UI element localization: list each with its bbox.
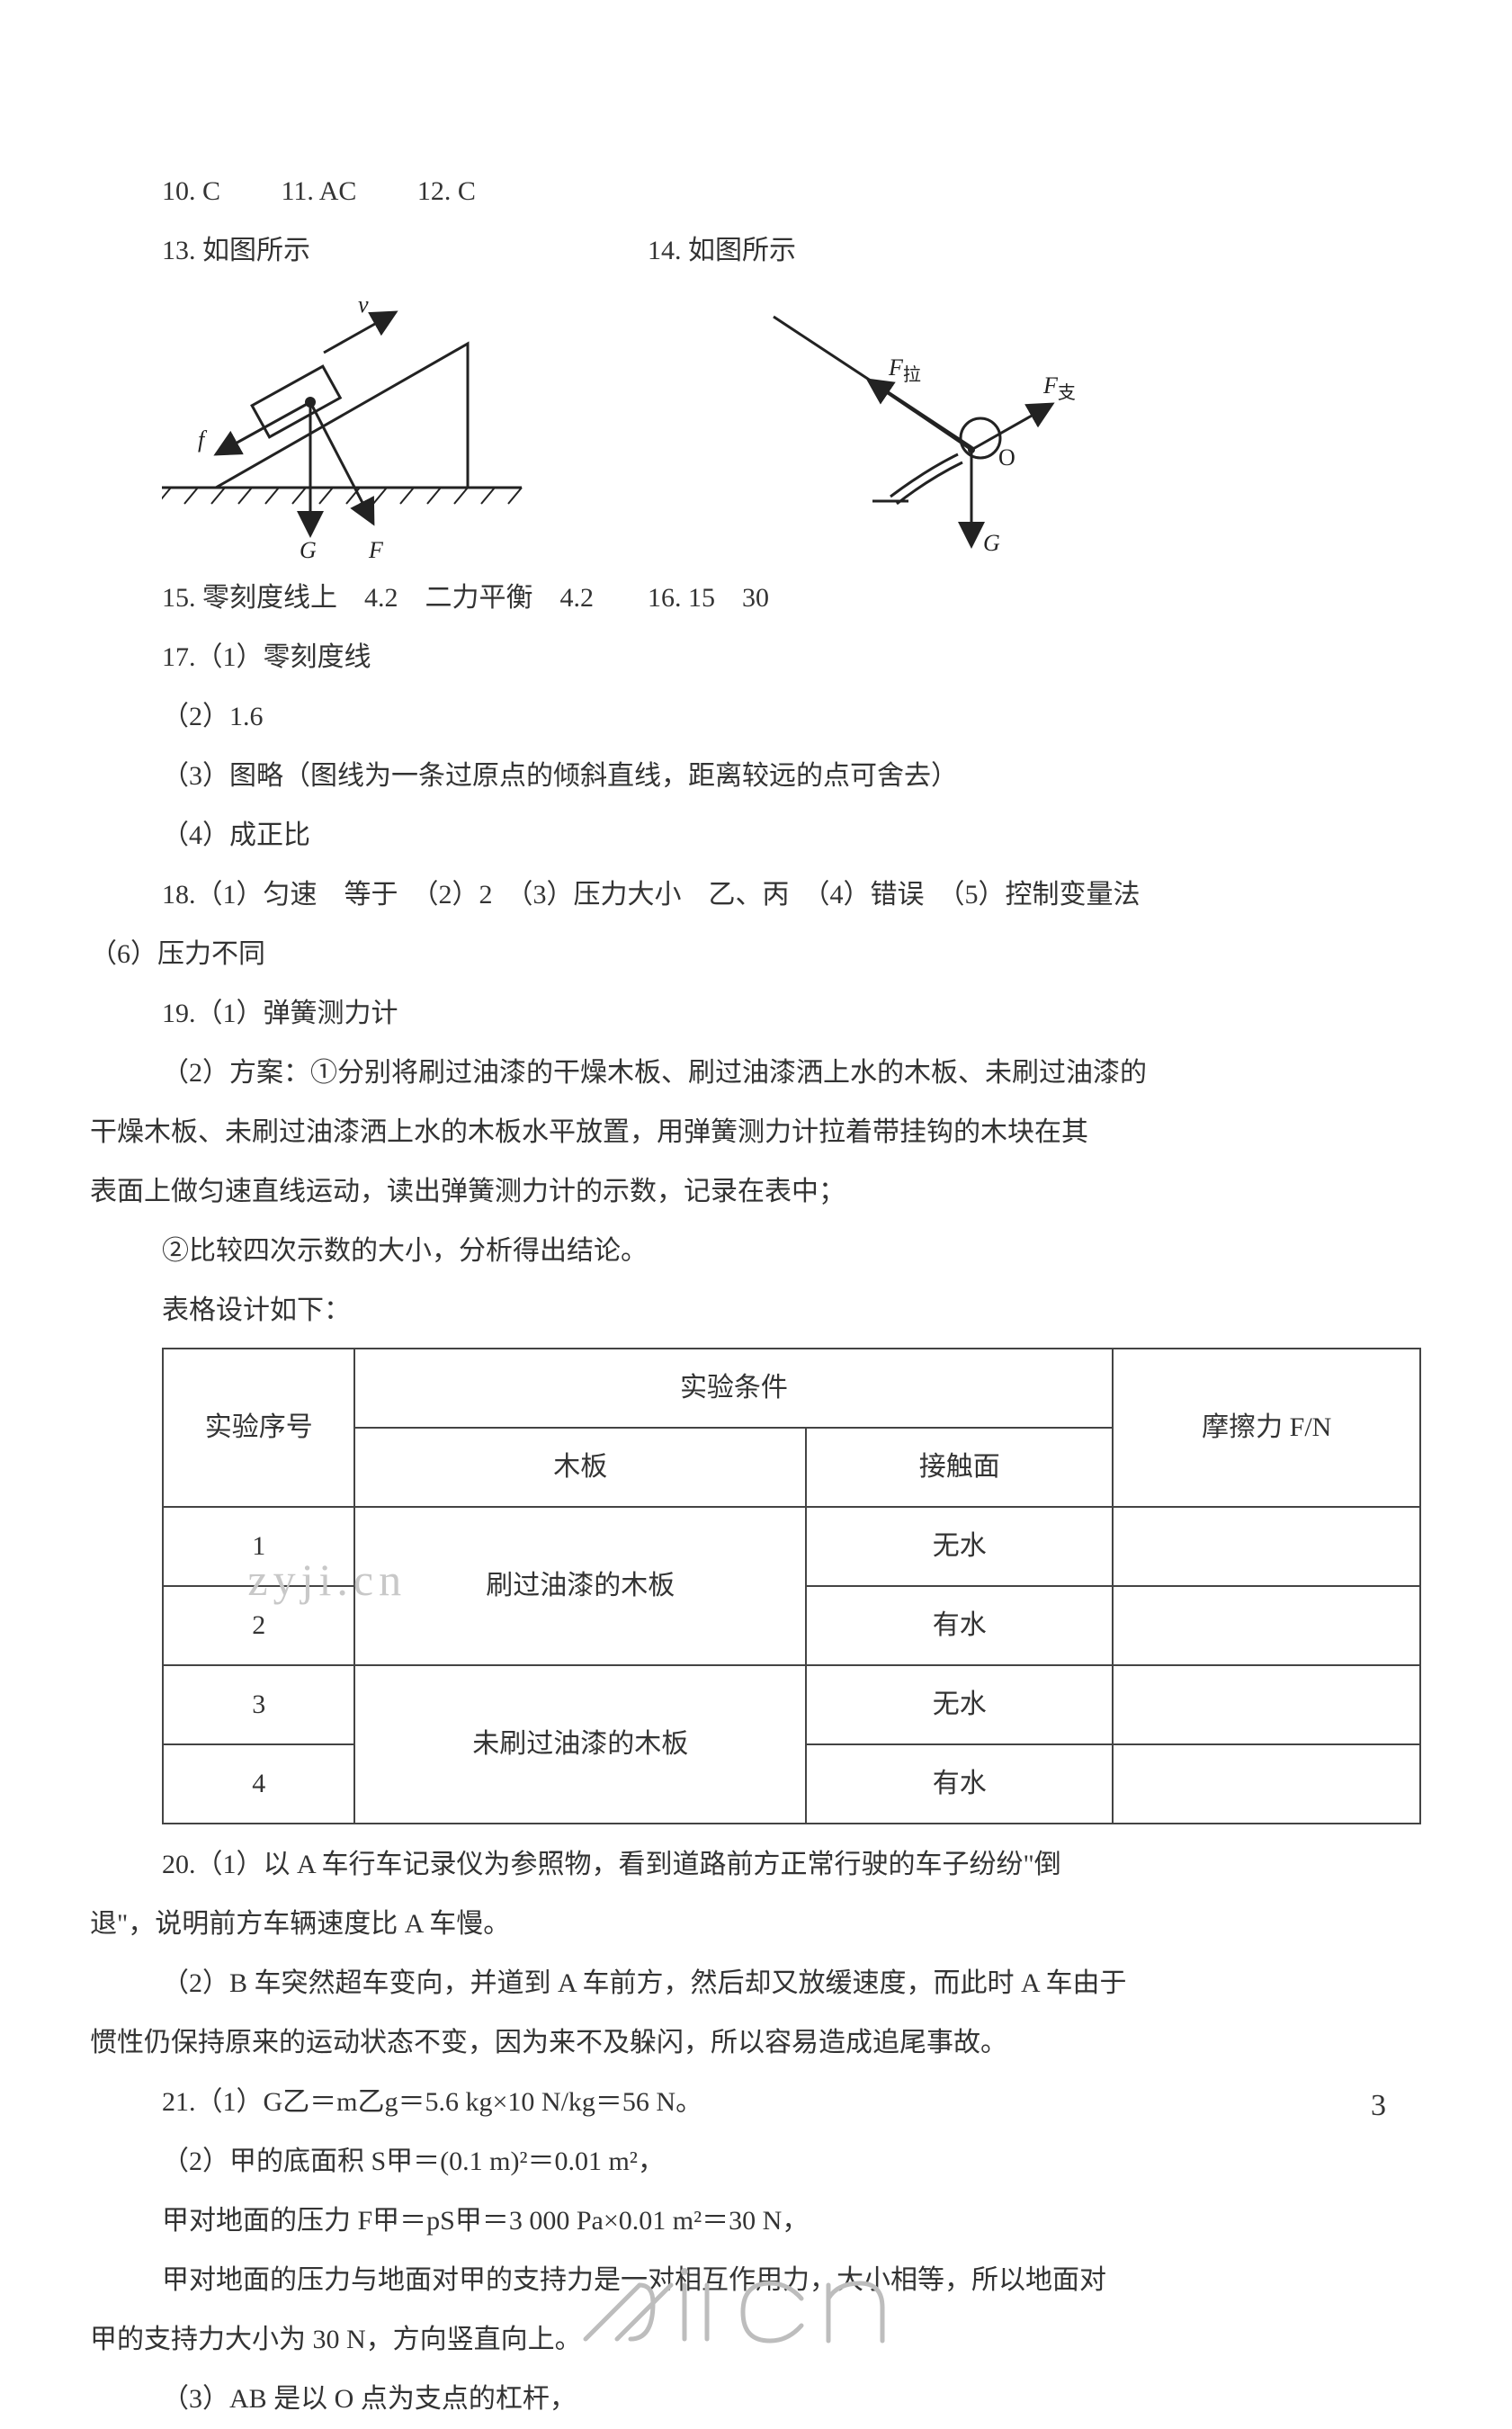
table-row: 1 zyji.cn 刷过油漆的木板 无水	[163, 1507, 1420, 1586]
ans-20a: 20.（1）以 A 车行车记录仪为参照物，看到道路前方正常行驶的车子纷纷"倒	[162, 1835, 1422, 1895]
cell-board: 未刷过油漆的木板	[354, 1665, 806, 1824]
cell-board: zyji.cn 刷过油漆的木板	[354, 1507, 806, 1665]
label-G: G	[300, 537, 317, 560]
ans-17-2: （2）1.6	[162, 687, 1422, 747]
ans-17-3: （3）图略（图线为一条过原点的倾斜直线，距离较远的点可舍去）	[162, 747, 1422, 806]
th-board: 木板	[354, 1428, 806, 1507]
table-intro: 表格设计如下：	[162, 1281, 1422, 1340]
cell-surface: 无水	[806, 1665, 1113, 1744]
ans-line: 10. C 11. AC 12. C	[162, 162, 1422, 221]
ans-15-16: 15. 零刻度线上 4.2 二力平衡 4.2 16. 15 30	[162, 569, 1422, 628]
label-G14: G	[983, 530, 1000, 556]
cell-friction	[1113, 1665, 1420, 1744]
cell-surface: 有水	[806, 1586, 1113, 1665]
ans-14: 14. 如图所示	[648, 236, 796, 265]
figure-14-diagram: F拉 F支 G O	[720, 290, 1097, 560]
cell-friction	[1113, 1507, 1420, 1586]
ans-21-2a: （2）甲的底面积 S甲＝(0.1 m)²＝0.01 m²，	[162, 2132, 1422, 2191]
cell-surface: 有水	[806, 1744, 1113, 1824]
label-O: O	[998, 444, 1015, 471]
cell-seq: 3	[163, 1665, 354, 1744]
ans-18-6: （6）压力不同	[90, 925, 1422, 984]
ans-11: 11. AC	[282, 176, 357, 206]
document-content: 10. C 11. AC 12. C 13. 如图所示 14. 如图所示	[90, 162, 1422, 2429]
figure-13-diagram: v f G F	[162, 290, 540, 560]
cell-friction	[1113, 1586, 1420, 1665]
ans-21-1: 21.（1）G乙＝m乙g＝5.6 kg×10 N/kg＝56 N。	[162, 2073, 1422, 2132]
label-Fla: F拉	[888, 354, 921, 385]
watermark-text: zyji.cn	[247, 1530, 407, 1629]
th-seq: 实验序号	[163, 1349, 354, 1507]
cell-seq: 4	[163, 1744, 354, 1824]
ans-20b: 退"，说明前方车辆速度比 A 车慢。	[90, 1895, 1422, 1954]
cell-surface: 无水	[806, 1507, 1113, 1586]
ans-17-1: 17.（1）零刻度线	[162, 628, 1422, 687]
label-F: F	[368, 537, 384, 560]
ans-19-2b: 干燥木板、未刷过油漆洒上水的木板水平放置，用弹簧测力计拉着带挂钩的木块在其	[90, 1103, 1422, 1162]
th-friction: 摩擦力 F/N	[1113, 1349, 1420, 1507]
ans-19-2d: ②比较四次示数的大小，分析得出结论。	[162, 1222, 1422, 1281]
experiment-table: 实验序号 实验条件 摩擦力 F/N 木板 接触面 1 zyji.cn 刷过油漆的…	[162, 1348, 1421, 1824]
page-number: 3	[1371, 2089, 1386, 2123]
ans-19-2c: 表面上做匀速直线运动，读出弹簧测力计的示数，记录在表中；	[90, 1162, 1422, 1222]
cell-friction	[1113, 1744, 1420, 1824]
ans-18: 18.（1）匀速 等于 （2）2 （3）压力大小 乙、丙 （4）错误 （5）控制…	[162, 865, 1422, 925]
ans-19-2a: （2）方案：①分别将刷过油漆的干燥木板、刷过油漆洒上水的木板、未刷过油漆的	[162, 1044, 1422, 1103]
label-v: v	[358, 291, 369, 318]
ans-12: 12. C	[417, 176, 476, 206]
th-cond: 实验条件	[354, 1349, 1113, 1428]
ans-13: 13. 如图所示	[162, 236, 310, 265]
label-Fzhi: F支	[1042, 372, 1076, 403]
ans-20-2b: 惯性仍保持原来的运动状态不变，因为来不及躲闪，所以容易造成追尾事故。	[90, 2013, 1422, 2073]
ans-20-2a: （2）B 车突然超车变向，并道到 A 车前方，然后却又放缓速度，而此时 A 车由…	[162, 1954, 1422, 2013]
label-f: f	[198, 426, 208, 453]
ans-10: 10. C	[162, 176, 220, 206]
ans-17-4: （4）成正比	[162, 806, 1422, 865]
ans-19-1: 19.（1）弹簧测力计	[162, 984, 1422, 1044]
bottom-watermark-icon	[568, 2258, 945, 2375]
ans-line: 13. 如图所示 14. 如图所示	[162, 221, 1422, 281]
ans-21-2b: 甲对地面的压力 F甲＝pS甲＝3 000 Pa×0.01 m²＝30 N，	[162, 2191, 1422, 2251]
ans-21-3: （3）AB 是以 O 点为支点的杠杆，	[162, 2370, 1422, 2429]
th-surface: 接触面	[806, 1428, 1113, 1507]
table-row: 3 未刷过油漆的木板 无水	[163, 1665, 1420, 1744]
